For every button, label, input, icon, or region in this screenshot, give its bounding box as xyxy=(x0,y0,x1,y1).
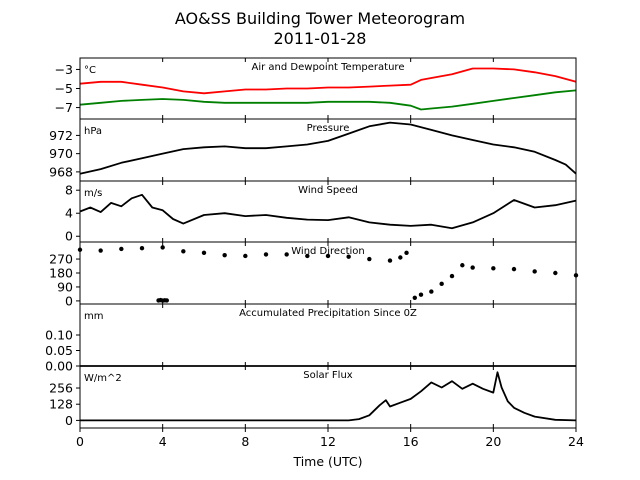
wind_direction-point xyxy=(418,292,424,297)
pressure-unit-label: hPa xyxy=(84,126,102,137)
wind_direction-point xyxy=(470,265,475,270)
wind_direction-point xyxy=(398,255,403,260)
solar_flux-panel-title: Solar Flux xyxy=(303,370,353,381)
wind_direction-point xyxy=(412,295,417,300)
temperature-ytick-label: −5 xyxy=(55,81,73,96)
pressure-ytick-label: 970 xyxy=(49,146,73,161)
temperature-series-line xyxy=(79,89,577,111)
wind_direction-point xyxy=(139,246,145,251)
temperature-ytick-label: −7 xyxy=(55,100,73,115)
wind_speed-panel-title: Wind Speed xyxy=(298,185,358,196)
wind_direction-point xyxy=(387,258,393,263)
x-axis-tick-label: 16 xyxy=(403,434,419,449)
wind_direction-ytick-label: 270 xyxy=(49,252,73,267)
solar_flux-series-line xyxy=(80,371,577,422)
wind_direction-point xyxy=(491,266,496,271)
wind_direction-ytick-label: 180 xyxy=(49,266,73,281)
precipitation-ytick-label: 0.10 xyxy=(45,328,73,343)
precipitation-ytick-label: 0.05 xyxy=(45,343,73,358)
precipitation-panel-title: Accumulated Precipitation Since 0Z xyxy=(239,308,417,319)
wind_direction-point xyxy=(511,266,517,272)
wind_direction-point xyxy=(98,248,103,253)
wind_direction-point xyxy=(243,253,248,259)
pressure-series-line xyxy=(79,121,577,175)
wind_direction-ytick-label: 0 xyxy=(65,293,73,308)
wind_direction-point xyxy=(532,269,537,274)
wind_direction-point xyxy=(460,263,465,268)
wind_speed-ytick-label: 4 xyxy=(65,206,73,221)
wind_direction-point xyxy=(305,253,310,259)
wind_direction-point xyxy=(160,245,165,250)
wind_direction-point xyxy=(201,250,207,256)
pressure-ytick-label: 968 xyxy=(49,164,73,179)
temperature-unit-label: °C xyxy=(84,65,96,76)
solar_flux-unit-label: W/m^2 xyxy=(84,373,122,384)
x-axis-tick-label: 4 xyxy=(159,434,167,449)
chart-title-line1: AO&SS Building Tower Meteorogram xyxy=(175,9,465,28)
wind_direction-point xyxy=(404,250,409,256)
panels-group: −7 −5 −3 Air and Dewpoint Temperature °C 968 9… xyxy=(45,57,584,449)
precipitation-unit-label: mm xyxy=(84,311,103,322)
solar_flux-ytick-label: 128 xyxy=(49,397,73,412)
wind_direction-point xyxy=(553,270,558,276)
wind_direction-point xyxy=(325,253,331,259)
wind_speed-ytick-label: 0 xyxy=(65,229,73,244)
x-axis-tick-label: 12 xyxy=(320,434,336,449)
x-axis-tick-label: 0 xyxy=(76,434,84,449)
temperature-panel-title: Air and Dewpoint Temperature xyxy=(252,62,405,73)
solar_flux-ytick-label: 256 xyxy=(49,381,73,396)
wind_direction-point xyxy=(284,252,289,257)
wind_direction-point xyxy=(346,254,351,259)
wind_direction-point xyxy=(449,273,455,279)
wind_speed-unit-label: m/s xyxy=(84,188,102,199)
wind_direction-point xyxy=(439,281,444,287)
x-axis-label: Time (UTC) xyxy=(292,454,362,469)
solar_flux-ytick-label: 0 xyxy=(65,413,73,428)
wind_direction-ytick-label: 90 xyxy=(57,279,73,294)
wind_direction-point xyxy=(367,256,372,262)
x-axis-tick-label: 8 xyxy=(241,434,249,449)
x-axis-tick-label: 20 xyxy=(485,434,501,449)
wind_direction-point xyxy=(222,252,227,258)
wind_direction-point xyxy=(164,298,169,303)
wind_speed-ytick-label: 8 xyxy=(65,183,73,198)
chart-title-line2: 2011-01-28 xyxy=(274,29,367,48)
wind_direction-point xyxy=(119,246,124,252)
wind_direction-point xyxy=(181,249,186,254)
wind_direction-point xyxy=(263,252,269,257)
pressure-panel-title: Pressure xyxy=(307,123,350,134)
pressure-ytick-label: 972 xyxy=(49,128,73,143)
temperature-series-line xyxy=(79,67,577,95)
wind_speed-series-line xyxy=(79,193,577,230)
temperature-ytick-label: −3 xyxy=(55,62,73,77)
wind_direction-point xyxy=(429,289,434,294)
wind_direction-panel-title: Wind Direction xyxy=(291,246,365,257)
precipitation-ytick-label: 0.00 xyxy=(45,359,73,374)
x-axis-tick-label: 24 xyxy=(568,434,584,449)
